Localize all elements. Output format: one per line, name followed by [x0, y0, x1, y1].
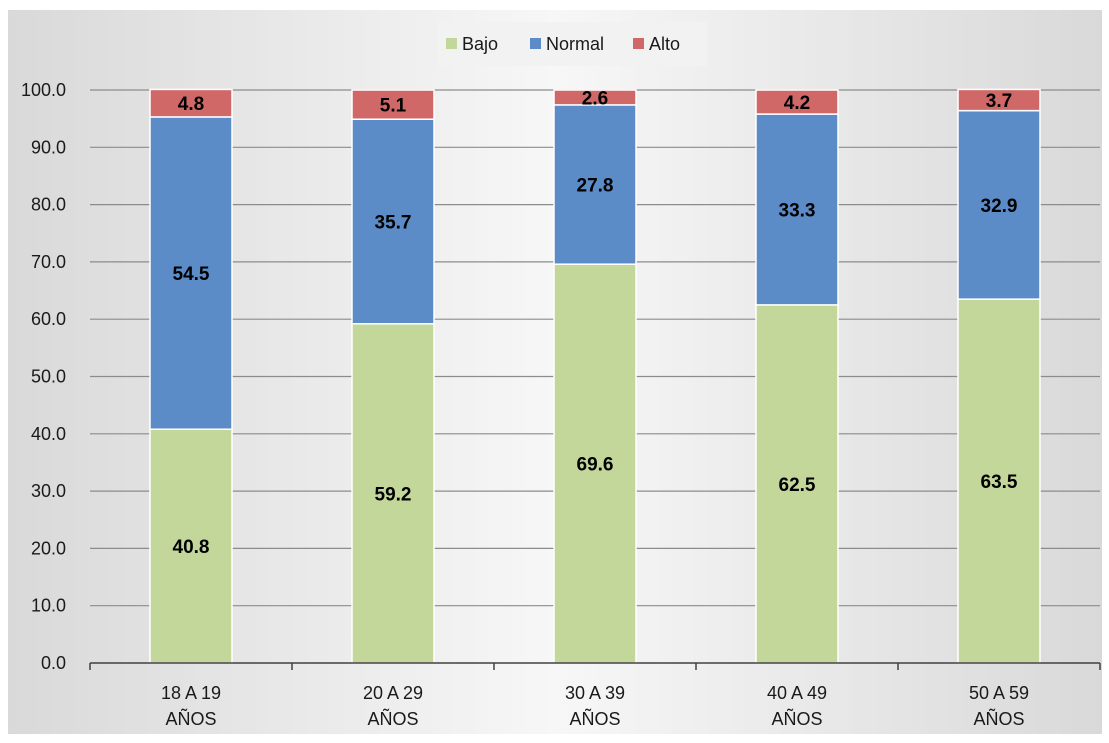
bar-segment-alto: [755, 89, 839, 115]
y-tick-label: 90.0: [31, 137, 66, 157]
y-tick-label: 60.0: [31, 309, 66, 329]
bar-segment-normal: [755, 113, 839, 306]
bar-segment-alto: [149, 88, 233, 118]
y-tick-label: 50.0: [31, 367, 66, 387]
bar-segment-bajo: [553, 263, 637, 664]
legend-label-normal: Normal: [546, 34, 604, 54]
x-category-label: 18 A 19 AÑOS: [161, 683, 221, 729]
legend: Bajo Normal Alto: [437, 22, 707, 66]
x-category-label: 30 A 39 AÑOS: [565, 683, 625, 729]
legend-swatch-normal: [530, 38, 541, 49]
legend-swatch-alto: [633, 38, 644, 49]
legend-label-bajo: Bajo: [462, 34, 498, 54]
data-label: 4.8: [178, 94, 204, 115]
data-label: 33.3: [779, 200, 816, 221]
data-label: 4.2: [784, 93, 810, 114]
data-label: 5.1: [380, 96, 407, 117]
bar-segment-bajo: [957, 298, 1041, 664]
legend-label-alto: Alto: [649, 34, 680, 54]
x-category-label: 40 A 49 AÑOS: [767, 683, 827, 729]
y-tick-label: 20.0: [31, 538, 66, 558]
legend-swatch-bajo: [446, 38, 457, 49]
data-label: 59.2: [375, 484, 412, 505]
bar-segment-alto: [553, 89, 637, 106]
data-label: 40.8: [173, 537, 210, 558]
bar-segment-alto: [957, 88, 1041, 112]
bar-segment-bajo: [755, 304, 839, 664]
data-label: 63.5: [981, 472, 1018, 493]
data-label: 3.7: [986, 91, 1012, 112]
data-label: 32.9: [981, 196, 1018, 217]
bar-segment-normal: [351, 118, 435, 325]
y-tick-label: 80.0: [31, 195, 66, 215]
data-label: 69.6: [577, 455, 614, 476]
x-category-label: 20 A 29 AÑOS: [363, 683, 423, 729]
y-tick-label: 30.0: [31, 481, 66, 501]
y-tick-label: 0.0: [41, 653, 66, 673]
data-labels: 40.8 54.5 4.8 59.2 35.7 5.1 69.6 27.8 2.6 62.5 33.…: [173, 88, 1018, 558]
y-tick-label: 70.0: [31, 252, 66, 272]
axes: 0.0 10.0 20.0 30.0 40.0 50.0 60.0 70.0 80.0 90.0 1…: [21, 80, 1101, 729]
bar-segment-alto: [351, 89, 435, 120]
bar-segment-normal: [957, 109, 1041, 300]
bar-segment-normal: [553, 104, 637, 265]
x-category-label: 50 A 59 AÑOS: [969, 683, 1029, 729]
data-label: 35.7: [375, 213, 412, 234]
data-label: 54.5: [173, 264, 210, 285]
data-label: 2.6: [582, 88, 608, 109]
bars: [149, 88, 1041, 664]
data-label: 62.5: [779, 475, 816, 496]
legend-box: [437, 22, 707, 66]
bar-segment-normal: [149, 116, 233, 430]
y-tick-label: 40.0: [31, 424, 66, 444]
y-tick-label: 10.0: [31, 596, 66, 616]
y-tick-label: 100.0: [21, 80, 66, 100]
bar-segment-bajo: [149, 428, 233, 664]
data-label: 27.8: [577, 176, 614, 197]
